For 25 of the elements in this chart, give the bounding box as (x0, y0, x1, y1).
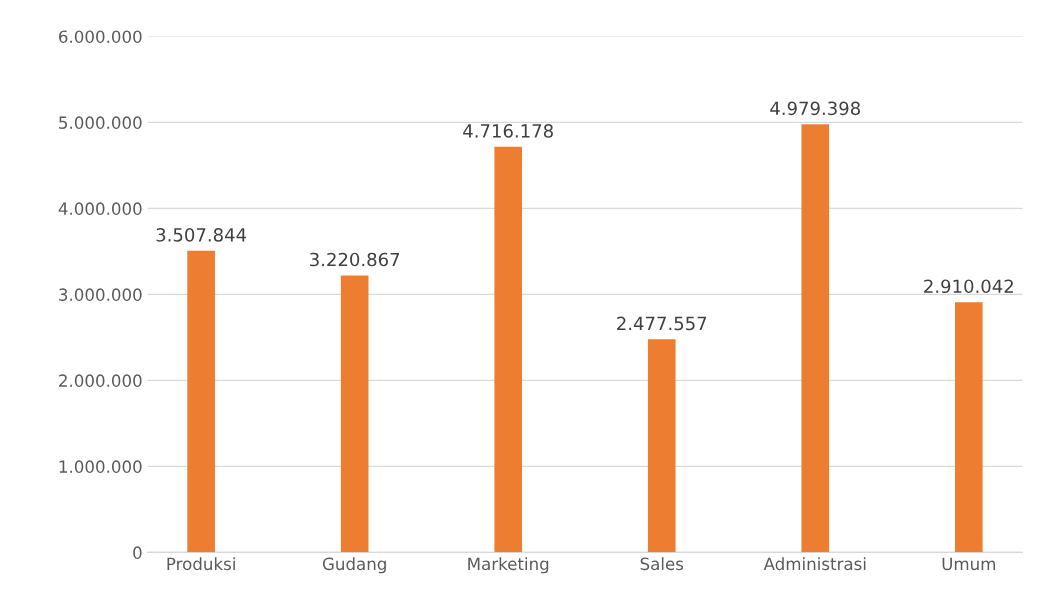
data-label: 4.979.398 (770, 101, 860, 116)
y-tick-label: 3.000.000 (59, 288, 142, 301)
y-tick-label: 6.000.000 (59, 30, 142, 43)
bar (187, 250, 215, 553)
y-tick-label: 1.000.000 (59, 460, 142, 473)
x-tick-label: Administrasi (763, 557, 866, 571)
data-label: 3.507.844 (156, 228, 247, 242)
bar (340, 275, 369, 553)
y-tick-label: 2.000.000 (59, 374, 142, 387)
data-label: 4.716.178 (463, 124, 553, 138)
x-tick-label: Umum (942, 557, 995, 571)
bar (954, 302, 983, 553)
bar (494, 146, 523, 553)
bar (647, 339, 676, 553)
bar (801, 124, 830, 553)
x-tick-label: Sales (640, 557, 684, 571)
y-tick-label: 5.000.000 (59, 116, 142, 129)
data-label: 2.477.557 (617, 316, 707, 331)
y-tick-label: 4.000.000 (58, 202, 142, 215)
x-tick-label: Marketing (468, 557, 549, 574)
data-label: 3.220.867 (310, 252, 400, 267)
y-tick-label: 0 (133, 546, 142, 559)
x-tick-label: Gudang (322, 557, 386, 574)
data-label: 2.910.042 (924, 279, 1013, 294)
x-tick-label: Produksi (167, 557, 235, 571)
